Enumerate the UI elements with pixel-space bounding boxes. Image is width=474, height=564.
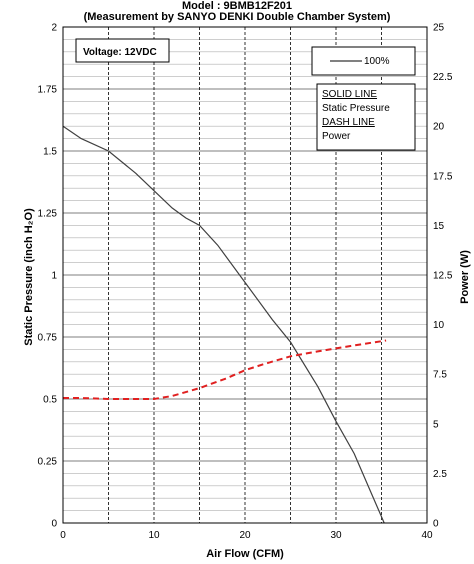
y-left-tick-label: 1 <box>51 271 57 282</box>
series-line-power <box>63 339 387 400</box>
y-right-axis-label: Power (W) <box>459 250 471 304</box>
legend-sample-box: 100% <box>311 46 416 76</box>
x-tick-label: 0 <box>60 530 66 541</box>
y-right-tick-label: 17.5 <box>433 171 453 182</box>
series-layer <box>62 125 387 524</box>
y-left-tick-label: 1.25 <box>38 209 58 220</box>
legend-solid-header: SOLID LINE <box>322 89 377 100</box>
y-left-tick-label: 2 <box>51 23 57 34</box>
tick-labels: 0 10 20 30 4000.250.50.7511.251.51.75202.557… <box>38 23 453 542</box>
y-right-tick-label: 2.5 <box>433 469 447 480</box>
voltage-label: Voltage: 12VDC <box>83 47 157 58</box>
chart-subtitle: (Measurement by SANYO DENKI Double Chamb… <box>83 11 391 23</box>
legend-solid-desc: Static Pressure <box>322 103 390 114</box>
y-right-tick-label: 5 <box>433 419 439 430</box>
y-right-tick-label: 10 <box>433 320 445 331</box>
x-tick-label: 10 <box>148 530 160 541</box>
x-axis-label: Air Flow (CFM) <box>206 548 284 560</box>
y-right-tick-label: 25 <box>433 23 445 34</box>
y-left-tick-label: 1.75 <box>38 85 58 96</box>
legend-sample-label: 100% <box>364 56 390 67</box>
voltage-box: Voltage: 12VDC <box>75 38 170 63</box>
y-left-tick-label: 0.75 <box>38 333 58 344</box>
y-left-tick-label: 0.5 <box>43 395 57 406</box>
plot-frame <box>62 26 428 524</box>
y-right-tick-label: 12.5 <box>433 271 453 282</box>
y-left-tick-label: 0.25 <box>38 457 58 468</box>
x-tick-label: 30 <box>330 530 342 541</box>
y-left-tick-label: 1.5 <box>43 147 57 158</box>
y-right-tick-label: 0 <box>433 519 439 530</box>
y-left-axis-label: Static Pressure (inch H₂O) <box>23 208 35 346</box>
x-tick-label: 40 <box>421 530 433 541</box>
chart-title: Model : 9BMB12F201 <box>181 0 293 12</box>
y-right-tick-label: 15 <box>433 221 445 232</box>
series-line-static-pressure <box>62 125 385 524</box>
legend-dash-header: DASH LINE <box>322 117 375 128</box>
y-right-tick-label: 22.5 <box>433 72 453 83</box>
legend-box: SOLID LINE Static Pressure DASH LINE Pow… <box>316 83 416 151</box>
x-tick-label: 20 <box>239 530 251 541</box>
y-right-tick-label: 20 <box>433 122 445 133</box>
y-left-tick-label: 0 <box>51 519 57 530</box>
legend-dash-desc: Power <box>322 131 351 142</box>
y-right-tick-label: 7.5 <box>433 370 447 381</box>
